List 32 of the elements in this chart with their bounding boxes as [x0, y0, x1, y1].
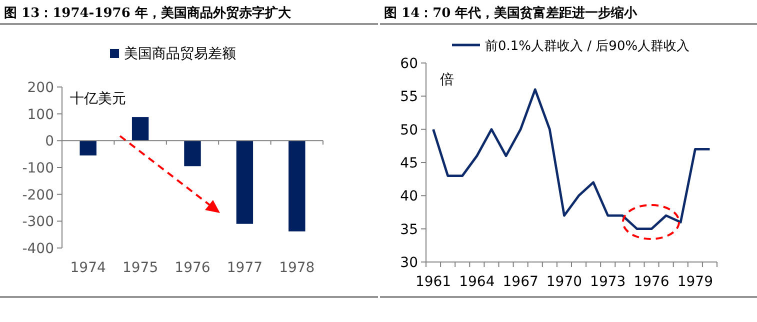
x-tick-label: 1976: [634, 274, 670, 290]
x-tick-label: 1978: [279, 260, 315, 276]
y-tick-label: 55: [400, 89, 418, 106]
x-tick-label: 1977: [226, 260, 263, 276]
y-tick-label: 50: [400, 122, 418, 138]
y-tick-label: 30: [400, 255, 418, 271]
x-tick-label: 1973: [590, 274, 626, 290]
y-tick-label: 35: [400, 222, 418, 238]
y-tick-label: 0: [45, 134, 54, 150]
x-tick-label: 1967: [502, 274, 538, 290]
legend: 前0.1%人群收入 / 后90%人群收入: [452, 39, 690, 54]
y-tick-label: -400: [22, 241, 54, 257]
x-tick-label: 1974: [70, 260, 106, 276]
chart-title: 图 14：70 年代，美国贫富差距进一步缩小: [384, 5, 638, 21]
x-tick-label: 1975: [122, 260, 158, 276]
y-tick-label: -200: [22, 187, 54, 204]
legend: 美国商品贸易差额: [110, 46, 236, 62]
y-tick-label: 40: [400, 188, 418, 205]
x-tick-label: 1964: [459, 274, 495, 290]
y-axis-title: 倍: [440, 72, 454, 88]
y-tick-label: 45: [400, 156, 418, 172]
x-tick-label: 1976: [174, 260, 210, 276]
x-tick-label: 1979: [677, 274, 713, 290]
x-tick-label: 1961: [415, 274, 452, 290]
y-tick-label: -300: [22, 214, 54, 230]
y-axis-title: 十亿美元: [70, 91, 126, 107]
chart-title: 图 13：1974-1976 年，美国商品外贸赤字扩大: [4, 5, 292, 21]
y-tick-label: 100: [27, 106, 54, 123]
y-tick-label: -100: [22, 160, 54, 176]
y-tick-label: 60: [400, 56, 418, 72]
y-tick-label: 200: [27, 80, 54, 96]
x-tick-label: 1970: [546, 274, 582, 290]
